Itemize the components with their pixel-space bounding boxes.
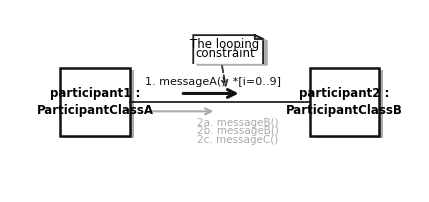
- Bar: [64, 70, 134, 138]
- Polygon shape: [197, 37, 267, 65]
- Bar: [314, 70, 384, 138]
- Text: participant2 :: participant2 :: [299, 87, 390, 100]
- Text: ParticipantClassA: ParticipantClassA: [37, 104, 154, 117]
- Text: ParticipantClassB: ParticipantClassB: [286, 104, 403, 117]
- Polygon shape: [255, 35, 263, 39]
- Bar: [60, 68, 130, 136]
- Text: 1. messageA()  *[i=0..9]: 1. messageA() *[i=0..9]: [145, 77, 281, 87]
- Text: participant1 :: participant1 :: [50, 87, 140, 100]
- Text: 2c. messageC(): 2c. messageC(): [196, 135, 278, 145]
- Text: 2a. messageB(): 2a. messageB(): [196, 118, 278, 128]
- Bar: [310, 68, 380, 136]
- Polygon shape: [193, 35, 263, 63]
- Text: constraint: constraint: [195, 47, 255, 60]
- Text: The looping: The looping: [190, 38, 260, 51]
- Text: 2b. messageB(): 2b. messageB(): [196, 126, 278, 136]
